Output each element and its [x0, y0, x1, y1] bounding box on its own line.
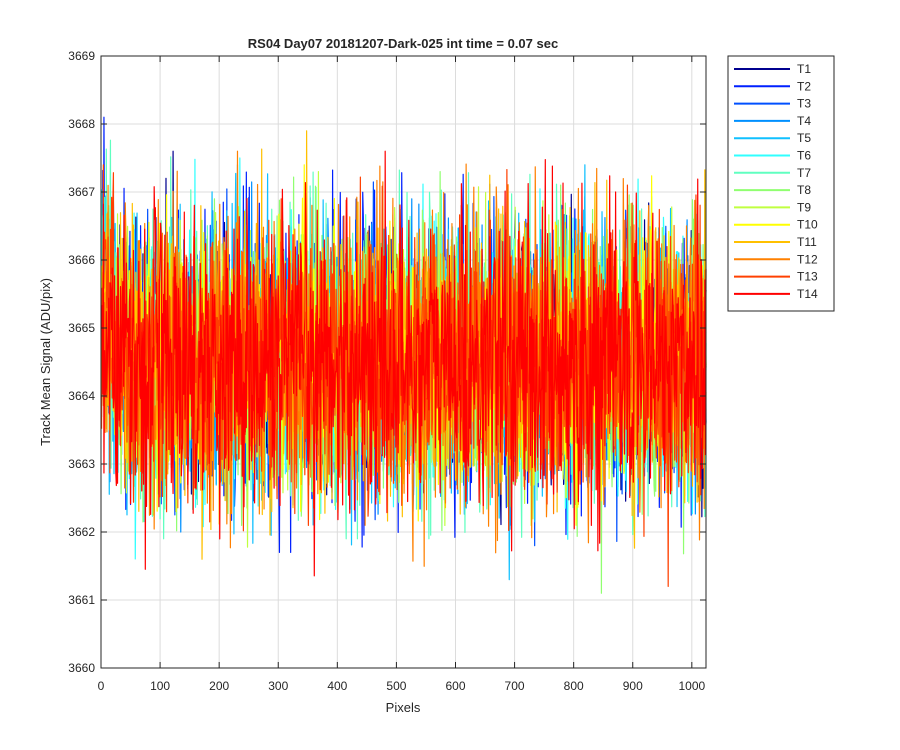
- y-tick-label: 3666: [68, 253, 95, 267]
- legend-label: T10: [797, 218, 818, 232]
- legend-item-t2[interactable]: T2: [734, 79, 811, 93]
- x-tick-label: 800: [564, 679, 584, 693]
- x-tick-label: 200: [209, 679, 229, 693]
- y-tick-label: 3669: [68, 49, 95, 63]
- legend-label: T5: [797, 131, 811, 145]
- y-axis-label: Track Mean Signal (ADU/pix): [38, 278, 53, 446]
- legend-item-t3[interactable]: T3: [734, 97, 811, 111]
- legend-label: T2: [797, 79, 811, 93]
- x-axis-label: Pixels: [386, 700, 421, 715]
- legend-item-t9[interactable]: T9: [734, 200, 811, 214]
- y-tick-label: 3663: [68, 457, 95, 471]
- y-tick-label: 3662: [68, 525, 95, 539]
- legend-label: T4: [797, 114, 811, 128]
- x-tick-label: 0: [98, 679, 105, 693]
- y-tick-label: 3661: [68, 593, 95, 607]
- x-tick-label: 500: [386, 679, 406, 693]
- plot-frame: [100, 55, 707, 669]
- legend-label: T6: [797, 149, 811, 163]
- x-tick-label: 300: [268, 679, 288, 693]
- legend-label: T7: [797, 166, 811, 180]
- x-tick-label: 600: [445, 679, 465, 693]
- legend-label: T11: [797, 235, 817, 249]
- legend-label: T8: [797, 183, 811, 197]
- legend-item-t13[interactable]: T13: [734, 270, 818, 284]
- x-tick-label: 1000: [678, 679, 705, 693]
- chart-title: RS04 Day07 20181207-Dark-025 int time = …: [248, 36, 558, 51]
- legend-item-t10[interactable]: T10: [734, 218, 818, 232]
- legend-box: [727, 55, 835, 312]
- axis-ticks: 0 100 200 300 400 500 600 700 800 900 1000 3660 3661…: [68, 49, 706, 693]
- x-tick-label: 700: [505, 679, 525, 693]
- legend-label: T9: [797, 200, 811, 214]
- legend-label: T3: [797, 97, 811, 111]
- legend-item-t12[interactable]: T12: [734, 252, 818, 266]
- legend-item-t4[interactable]: T4: [734, 114, 811, 128]
- legend-item-t5[interactable]: T5: [734, 131, 811, 145]
- legend-item-t11[interactable]: T11: [734, 235, 817, 249]
- y-tick-label: 3660: [68, 661, 95, 675]
- legend-label: T13: [797, 270, 818, 284]
- x-tick-label: 400: [327, 679, 347, 693]
- legend[interactable]: T1 T2 T3 T4 T5 T6 T7 T8 T9 T10 T11 T12 T13 T14: [727, 55, 835, 312]
- legend-item-t7[interactable]: T7: [734, 166, 811, 180]
- legend-label: T14: [797, 287, 818, 301]
- y-tick-label: 3668: [68, 117, 95, 131]
- y-tick-label: 3664: [68, 389, 95, 403]
- data-lines: [100, 116, 707, 594]
- series-line-t14: [100, 150, 707, 577]
- legend-item-t6[interactable]: T6: [734, 149, 811, 163]
- legend-label: T12: [797, 252, 818, 266]
- x-tick-label: 900: [623, 679, 643, 693]
- legend-item-t14[interactable]: T14: [734, 287, 818, 301]
- y-tick-label: 3665: [68, 321, 95, 335]
- legend-item-t1[interactable]: T1: [734, 62, 811, 76]
- legend-label: T1: [797, 62, 811, 76]
- y-tick-label: 3667: [68, 185, 95, 199]
- x-tick-label: 100: [150, 679, 170, 693]
- legend-item-t8[interactable]: T8: [734, 183, 811, 197]
